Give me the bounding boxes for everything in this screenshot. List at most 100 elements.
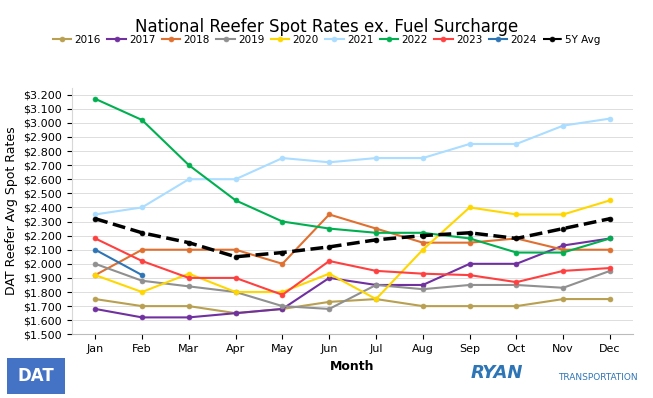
2022 bbox=[606, 236, 614, 241]
2016 bbox=[91, 297, 99, 301]
2019 bbox=[606, 269, 614, 273]
2018 bbox=[232, 247, 240, 252]
5Y Avg bbox=[559, 226, 567, 231]
2022 bbox=[559, 250, 567, 255]
5Y Avg bbox=[138, 230, 146, 235]
2019 bbox=[559, 285, 567, 290]
2020 bbox=[325, 271, 333, 276]
2019 bbox=[513, 283, 520, 287]
2024 bbox=[91, 247, 99, 252]
2023 bbox=[559, 269, 567, 273]
Line: 2024: 2024 bbox=[93, 247, 144, 277]
2017 bbox=[91, 306, 99, 311]
2016 bbox=[559, 297, 567, 301]
2021 bbox=[513, 142, 520, 146]
2020 bbox=[466, 205, 473, 210]
Line: 2023: 2023 bbox=[93, 236, 613, 297]
Y-axis label: DAT Reefer Avg Spot Rates: DAT Reefer Avg Spot Rates bbox=[5, 127, 18, 295]
2016 bbox=[419, 304, 426, 308]
2017 bbox=[466, 261, 473, 266]
2018 bbox=[91, 273, 99, 277]
5Y Avg bbox=[91, 216, 99, 221]
5Y Avg bbox=[513, 236, 520, 241]
2020 bbox=[91, 273, 99, 277]
2019 bbox=[372, 283, 380, 287]
2022 bbox=[513, 250, 520, 255]
2019 bbox=[325, 306, 333, 311]
2017 bbox=[419, 283, 426, 287]
5Y Avg bbox=[185, 240, 193, 245]
2020 bbox=[138, 290, 146, 295]
Text: RYAN: RYAN bbox=[470, 364, 522, 382]
2021 bbox=[606, 116, 614, 121]
2017 bbox=[278, 306, 286, 311]
Line: 2016: 2016 bbox=[93, 297, 613, 316]
2023 bbox=[466, 273, 473, 277]
2023 bbox=[278, 293, 286, 297]
2022 bbox=[185, 163, 193, 168]
Line: 2018: 2018 bbox=[93, 212, 613, 277]
2021 bbox=[185, 177, 193, 181]
5Y Avg bbox=[325, 244, 333, 249]
5Y Avg bbox=[466, 230, 473, 235]
2018 bbox=[559, 247, 567, 252]
2023 bbox=[185, 275, 193, 280]
2019 bbox=[466, 283, 473, 287]
Line: 2017: 2017 bbox=[93, 236, 613, 320]
2023 bbox=[419, 271, 426, 276]
2016 bbox=[513, 304, 520, 308]
2020 bbox=[606, 198, 614, 203]
2020 bbox=[372, 297, 380, 301]
2019 bbox=[185, 284, 193, 289]
Legend: 2016, 2017, 2018, 2019, 2020, 2021, 2022, 2023, 2024, 5Y Avg: 2016, 2017, 2018, 2019, 2020, 2021, 2022… bbox=[53, 35, 600, 45]
Text: TRANSPORTATION: TRANSPORTATION bbox=[558, 373, 638, 382]
2017 bbox=[559, 243, 567, 248]
X-axis label: Month: Month bbox=[330, 360, 375, 373]
2021 bbox=[232, 177, 240, 181]
2016 bbox=[185, 304, 193, 308]
Text: National Reefer Spot Rates ex. Fuel Surcharge: National Reefer Spot Rates ex. Fuel Surc… bbox=[135, 18, 518, 36]
2016 bbox=[606, 297, 614, 301]
2017 bbox=[138, 315, 146, 320]
2021 bbox=[325, 160, 333, 165]
2018 bbox=[419, 240, 426, 245]
2016 bbox=[466, 304, 473, 308]
Line: 2019: 2019 bbox=[93, 261, 613, 311]
2021 bbox=[419, 156, 426, 160]
2021 bbox=[372, 156, 380, 160]
2022 bbox=[466, 236, 473, 241]
2020 bbox=[513, 212, 520, 217]
2020 bbox=[185, 271, 193, 276]
2020 bbox=[278, 290, 286, 295]
2018 bbox=[278, 261, 286, 266]
2022 bbox=[232, 198, 240, 203]
5Y Avg bbox=[232, 254, 240, 259]
2017 bbox=[372, 283, 380, 287]
2019 bbox=[419, 287, 426, 292]
2022 bbox=[138, 117, 146, 122]
2016 bbox=[325, 300, 333, 304]
2023 bbox=[606, 265, 614, 270]
2022 bbox=[325, 226, 333, 231]
2018 bbox=[325, 212, 333, 217]
5Y Avg bbox=[606, 216, 614, 221]
2019 bbox=[91, 261, 99, 266]
2021 bbox=[278, 156, 286, 160]
2016 bbox=[278, 306, 286, 311]
5Y Avg bbox=[419, 233, 426, 238]
2019 bbox=[232, 290, 240, 295]
2021 bbox=[91, 212, 99, 217]
2017 bbox=[232, 311, 240, 316]
Text: DAT: DAT bbox=[18, 367, 54, 385]
Line: 2020: 2020 bbox=[93, 198, 613, 302]
2020 bbox=[559, 212, 567, 217]
Line: 2022: 2022 bbox=[93, 96, 613, 255]
5Y Avg bbox=[372, 238, 380, 242]
2022 bbox=[278, 219, 286, 224]
2023 bbox=[325, 259, 333, 263]
2022 bbox=[91, 96, 99, 101]
2017 bbox=[513, 261, 520, 266]
2017 bbox=[185, 315, 193, 320]
5Y Avg bbox=[278, 250, 286, 255]
Line: 5Y Avg: 5Y Avg bbox=[93, 216, 613, 259]
